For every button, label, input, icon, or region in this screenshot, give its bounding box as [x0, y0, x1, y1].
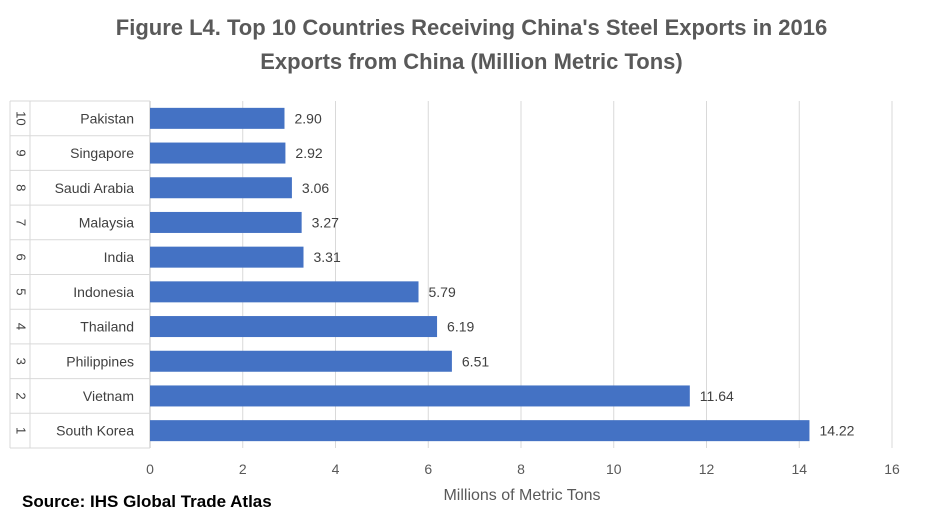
rank-label: 5 — [14, 288, 29, 295]
data-label: 3.27 — [312, 214, 339, 230]
data-label: 6.19 — [447, 319, 474, 335]
bar — [150, 211, 302, 233]
x-tick-label: 6 — [424, 461, 432, 477]
rank-label: 8 — [14, 184, 29, 191]
data-label: 2.90 — [294, 110, 321, 126]
bar — [150, 316, 438, 338]
x-tick-label: 12 — [699, 461, 715, 477]
bar — [150, 385, 690, 407]
data-label: 6.51 — [462, 353, 489, 369]
bar — [150, 350, 452, 372]
bar — [150, 142, 286, 164]
x-tick-label: 2 — [239, 461, 247, 477]
data-label: 2.92 — [295, 145, 322, 161]
x-tick-label: 8 — [517, 461, 525, 477]
rank-label: 10 — [14, 111, 29, 125]
data-label: 11.64 — [700, 388, 734, 404]
bar — [150, 246, 304, 268]
bar — [150, 420, 810, 442]
x-tick-label: 4 — [332, 461, 340, 477]
category-label: Singapore — [70, 145, 134, 161]
x-tick-label: 0 — [146, 461, 154, 477]
x-tick-label: 10 — [606, 461, 622, 477]
rank-label: 7 — [14, 219, 29, 226]
data-label: 3.06 — [302, 180, 329, 196]
category-label: Indonesia — [73, 284, 134, 300]
rank-label: 9 — [14, 149, 29, 156]
source-note: Source: IHS Global Trade Atlas — [22, 492, 272, 511]
data-label: 14.22 — [819, 423, 854, 439]
category-label: Saudi Arabia — [55, 180, 135, 196]
rank-label: 1 — [14, 427, 29, 434]
bar — [150, 281, 419, 303]
rank-label: 3 — [14, 358, 29, 365]
category-label: Pakistan — [80, 110, 134, 126]
rank-label: 6 — [14, 254, 29, 261]
data-label: 3.31 — [314, 249, 341, 265]
bar — [150, 177, 292, 199]
x-tick-label: 14 — [791, 461, 807, 477]
category-label: Philippines — [66, 353, 134, 369]
category-label: India — [104, 249, 135, 265]
x-axis-label: Millions of Metric Tons — [443, 487, 601, 504]
category-label: South Korea — [56, 423, 134, 439]
chart-subtitle: Exports from China (Million Metric Tons) — [260, 49, 683, 74]
category-label: Vietnam — [83, 388, 134, 404]
rank-label: 2 — [14, 392, 29, 399]
x-tick-label: 16 — [884, 461, 900, 477]
data-label: 5.79 — [429, 284, 456, 300]
rank-label: 4 — [14, 323, 29, 330]
category-label: Malaysia — [79, 214, 134, 230]
category-label: Thailand — [80, 319, 134, 335]
bar — [150, 107, 285, 129]
chart-title: Figure L4. Top 10 Countries Receiving Ch… — [115, 15, 828, 40]
